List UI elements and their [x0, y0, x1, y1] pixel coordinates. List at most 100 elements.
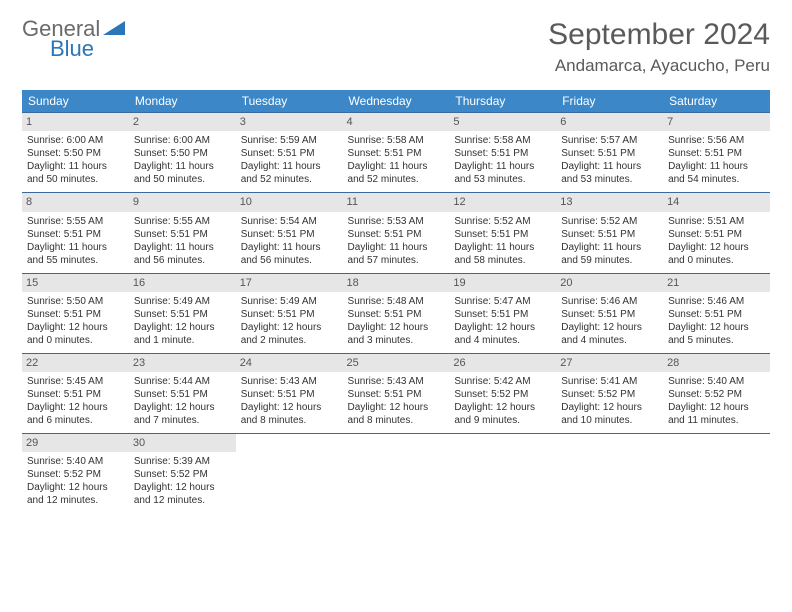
calendar-row: 15Sunrise: 5:50 AMSunset: 5:51 PMDayligh… [22, 273, 770, 353]
daylight-line: Daylight: 12 hours and 11 minutes. [668, 401, 765, 427]
day-number: 30 [129, 434, 236, 452]
daylight-line: Daylight: 11 hours and 53 minutes. [561, 160, 658, 186]
calendar-table: SundayMondayTuesdayWednesdayThursdayFrid… [22, 90, 770, 513]
sunrise-line: Sunrise: 5:47 AM [454, 295, 551, 308]
day-number: 17 [236, 274, 343, 292]
day-cell: 2Sunrise: 6:00 AMSunset: 5:50 PMDaylight… [129, 113, 236, 193]
calendar-row: 22Sunrise: 5:45 AMSunset: 5:51 PMDayligh… [22, 353, 770, 433]
sunrise-line: Sunrise: 5:59 AM [241, 134, 338, 147]
weekday-header: Sunday [22, 90, 129, 113]
daylight-line: Daylight: 12 hours and 12 minutes. [27, 481, 124, 507]
sunset-line: Sunset: 5:52 PM [27, 468, 124, 481]
daylight-line: Daylight: 12 hours and 8 minutes. [241, 401, 338, 427]
sunset-line: Sunset: 5:51 PM [561, 308, 658, 321]
sunrise-line: Sunrise: 5:46 AM [668, 295, 765, 308]
daylight-line: Daylight: 12 hours and 4 minutes. [454, 321, 551, 347]
day-cell: 10Sunrise: 5:54 AMSunset: 5:51 PMDayligh… [236, 193, 343, 273]
day-number: 19 [449, 274, 556, 292]
sunrise-line: Sunrise: 5:54 AM [241, 215, 338, 228]
sunset-line: Sunset: 5:51 PM [27, 388, 124, 401]
day-cell: 22Sunrise: 5:45 AMSunset: 5:51 PMDayligh… [22, 353, 129, 433]
day-number: 7 [663, 113, 770, 131]
day-number: 16 [129, 274, 236, 292]
daylight-line: Daylight: 12 hours and 5 minutes. [668, 321, 765, 347]
daylight-line: Daylight: 11 hours and 56 minutes. [241, 241, 338, 267]
daylight-line: Daylight: 12 hours and 4 minutes. [561, 321, 658, 347]
daylight-line: Daylight: 12 hours and 6 minutes. [27, 401, 124, 427]
day-cell: 20Sunrise: 5:46 AMSunset: 5:51 PMDayligh… [556, 273, 663, 353]
day-cell: 6Sunrise: 5:57 AMSunset: 5:51 PMDaylight… [556, 113, 663, 193]
day-number: 14 [663, 193, 770, 211]
daylight-line: Daylight: 11 hours and 55 minutes. [27, 241, 124, 267]
sunset-line: Sunset: 5:51 PM [668, 228, 765, 241]
day-cell: 17Sunrise: 5:49 AMSunset: 5:51 PMDayligh… [236, 273, 343, 353]
calendar-body: 1Sunrise: 6:00 AMSunset: 5:50 PMDaylight… [22, 113, 770, 514]
sunset-line: Sunset: 5:50 PM [134, 147, 231, 160]
daylight-line: Daylight: 12 hours and 10 minutes. [561, 401, 658, 427]
sunrise-line: Sunrise: 6:00 AM [134, 134, 231, 147]
daylight-line: Daylight: 11 hours and 58 minutes. [454, 241, 551, 267]
daylight-line: Daylight: 12 hours and 3 minutes. [348, 321, 445, 347]
day-number: 11 [343, 193, 450, 211]
day-number: 2 [129, 113, 236, 131]
daylight-line: Daylight: 12 hours and 1 minute. [134, 321, 231, 347]
day-cell: 26Sunrise: 5:42 AMSunset: 5:52 PMDayligh… [449, 353, 556, 433]
sunrise-line: Sunrise: 5:55 AM [27, 215, 124, 228]
day-cell: 28Sunrise: 5:40 AMSunset: 5:52 PMDayligh… [663, 353, 770, 433]
sunrise-line: Sunrise: 5:46 AM [561, 295, 658, 308]
day-number: 24 [236, 354, 343, 372]
sunset-line: Sunset: 5:51 PM [134, 308, 231, 321]
day-number: 25 [343, 354, 450, 372]
day-cell: 7Sunrise: 5:56 AMSunset: 5:51 PMDaylight… [663, 113, 770, 193]
daylight-line: Daylight: 12 hours and 12 minutes. [134, 481, 231, 507]
day-cell: 25Sunrise: 5:43 AMSunset: 5:51 PMDayligh… [343, 353, 450, 433]
empty-cell [449, 434, 556, 514]
day-cell: 15Sunrise: 5:50 AMSunset: 5:51 PMDayligh… [22, 273, 129, 353]
calendar-row: 8Sunrise: 5:55 AMSunset: 5:51 PMDaylight… [22, 193, 770, 273]
weekday-header: Tuesday [236, 90, 343, 113]
day-number: 8 [22, 193, 129, 211]
day-number: 12 [449, 193, 556, 211]
sunset-line: Sunset: 5:51 PM [241, 308, 338, 321]
weekday-header: Wednesday [343, 90, 450, 113]
empty-cell [236, 434, 343, 514]
title-block: September 2024 Andamarca, Ayacucho, Peru [548, 18, 770, 76]
day-number: 28 [663, 354, 770, 372]
day-number: 29 [22, 434, 129, 452]
sunrise-line: Sunrise: 5:49 AM [134, 295, 231, 308]
sunset-line: Sunset: 5:51 PM [241, 228, 338, 241]
sunrise-line: Sunrise: 5:41 AM [561, 375, 658, 388]
sunset-line: Sunset: 5:51 PM [134, 388, 231, 401]
day-cell: 9Sunrise: 5:55 AMSunset: 5:51 PMDaylight… [129, 193, 236, 273]
daylight-line: Daylight: 11 hours and 50 minutes. [27, 160, 124, 186]
sunrise-line: Sunrise: 5:56 AM [668, 134, 765, 147]
day-number: 9 [129, 193, 236, 211]
day-number: 23 [129, 354, 236, 372]
daylight-line: Daylight: 11 hours and 59 minutes. [561, 241, 658, 267]
month-title: September 2024 [548, 18, 770, 52]
sunset-line: Sunset: 5:51 PM [561, 228, 658, 241]
empty-cell [556, 434, 663, 514]
sunset-line: Sunset: 5:52 PM [668, 388, 765, 401]
sunrise-line: Sunrise: 5:43 AM [348, 375, 445, 388]
day-number: 18 [343, 274, 450, 292]
daylight-line: Daylight: 12 hours and 2 minutes. [241, 321, 338, 347]
header: General Blue September 2024 Andamarca, A… [22, 18, 770, 76]
logo: General Blue [22, 18, 125, 60]
sunset-line: Sunset: 5:51 PM [668, 147, 765, 160]
sunrise-line: Sunrise: 5:52 AM [561, 215, 658, 228]
day-number: 4 [343, 113, 450, 131]
logo-line2: Blue [50, 38, 125, 60]
sunset-line: Sunset: 5:51 PM [134, 228, 231, 241]
daylight-line: Daylight: 11 hours and 52 minutes. [241, 160, 338, 186]
day-number: 13 [556, 193, 663, 211]
daylight-line: Daylight: 12 hours and 7 minutes. [134, 401, 231, 427]
day-cell: 8Sunrise: 5:55 AMSunset: 5:51 PMDaylight… [22, 193, 129, 273]
day-cell: 5Sunrise: 5:58 AMSunset: 5:51 PMDaylight… [449, 113, 556, 193]
daylight-line: Daylight: 12 hours and 0 minutes. [27, 321, 124, 347]
sunset-line: Sunset: 5:51 PM [561, 147, 658, 160]
day-cell: 14Sunrise: 5:51 AMSunset: 5:51 PMDayligh… [663, 193, 770, 273]
sunrise-line: Sunrise: 5:57 AM [561, 134, 658, 147]
day-cell: 11Sunrise: 5:53 AMSunset: 5:51 PMDayligh… [343, 193, 450, 273]
daylight-line: Daylight: 11 hours and 56 minutes. [134, 241, 231, 267]
